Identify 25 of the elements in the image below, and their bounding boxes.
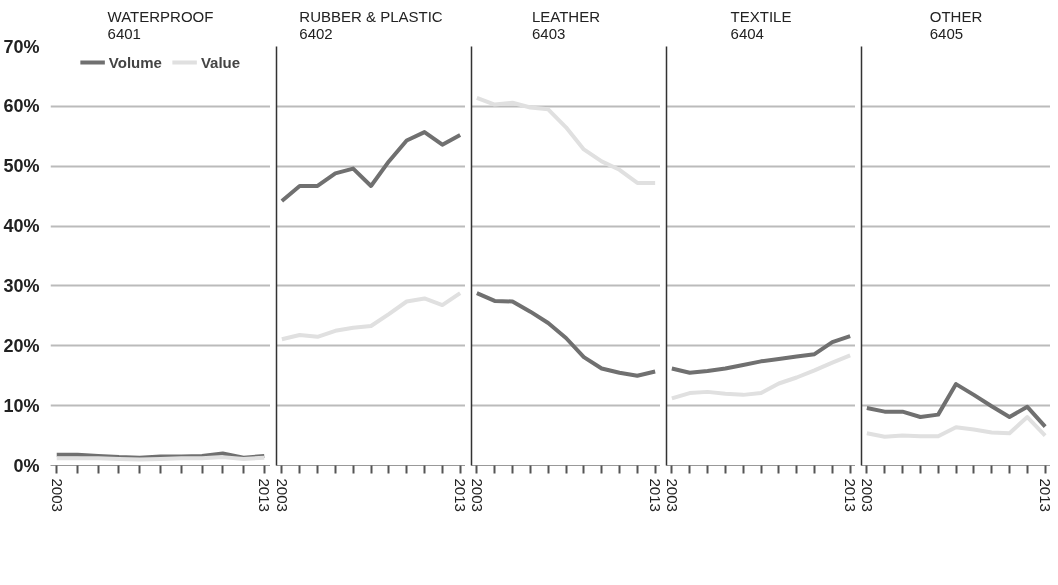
x-tick-label: 2003 [663,478,681,512]
legend-label: Value [200,53,241,71]
x-tick-label: 2003 [273,478,291,512]
x-tick-label: 2013 [842,478,860,512]
x-tick-label: 2013 [647,478,665,512]
legend-label: Volume [108,53,162,71]
y-tick-label: 70% [3,36,40,57]
chart-title: RUBBER & PLASTIC 6402 [299,7,443,42]
y-tick-label: 10% [3,395,40,416]
x-tick-label: 2003 [468,478,486,512]
y-tick-label: 20% [3,335,40,356]
x-tick-label: 2013 [1037,478,1055,512]
y-tick-label: 40% [3,216,40,237]
chart-title: LEATHER 6403 [531,7,601,42]
y-tick-label: 0% [13,455,40,476]
y-tick-label: 50% [3,156,40,177]
chart-title: OTHER 6405 [929,7,983,42]
y-tick-label: 60% [3,96,40,117]
y-tick-label: 30% [3,275,40,296]
x-tick-label: 2013 [452,478,470,512]
chart-title: TEXTILE 6404 [730,7,792,42]
x-tick-label: 2013 [256,478,274,512]
x-tick-label: 2003 [48,478,66,512]
x-tick-label: 2003 [858,478,876,512]
chart-title: WATERPROOF 6401 [107,7,214,42]
